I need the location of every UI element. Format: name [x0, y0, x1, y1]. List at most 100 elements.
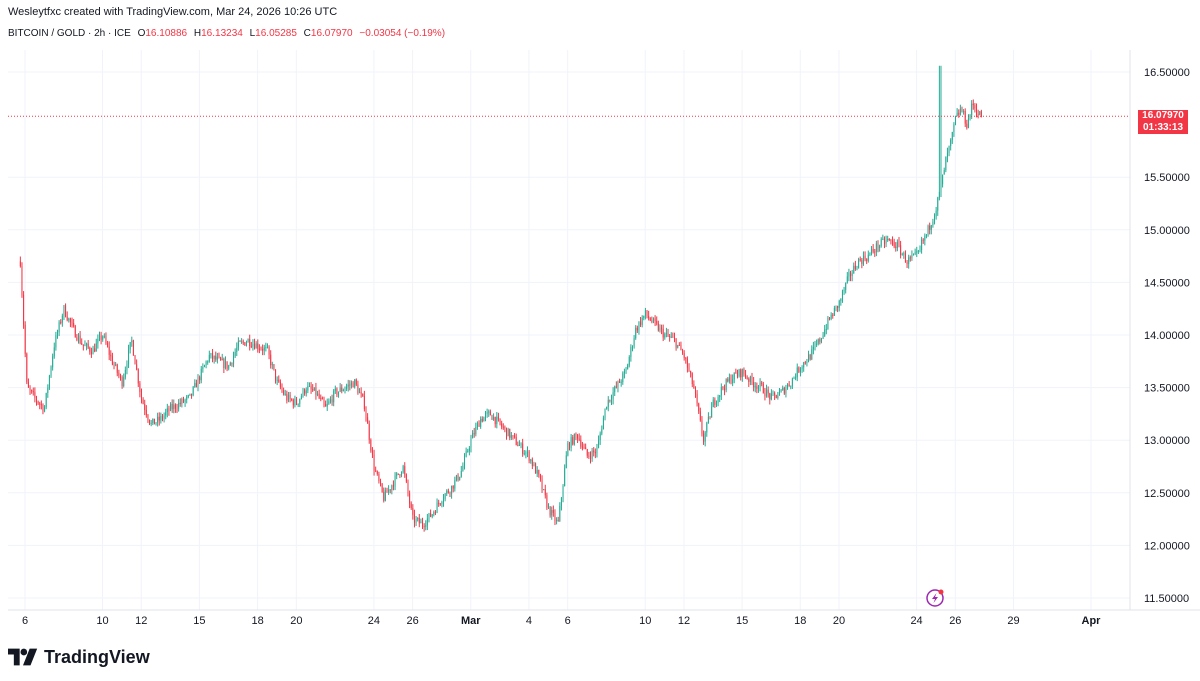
candle-body: [486, 412, 488, 414]
candle-body: [715, 402, 717, 405]
candle-body: [229, 362, 231, 366]
candle-body: [892, 240, 894, 242]
candle-body: [543, 489, 545, 491]
candle-body: [74, 326, 76, 338]
candle-body: [89, 347, 91, 352]
candle-body: [904, 253, 906, 263]
candle-body: [212, 353, 214, 359]
candle-body: [761, 382, 763, 385]
candle-body: [459, 476, 461, 480]
candle-body: [591, 450, 593, 459]
candle-body: [39, 403, 41, 405]
candle-body: [489, 411, 491, 416]
candle-body: [959, 108, 961, 115]
candle-body: [105, 336, 107, 344]
candle-body: [26, 353, 28, 383]
symbol-ohlc-line: BITCOIN / GOLD · 2h · ICE O16.10886 H16.…: [8, 28, 445, 39]
candle-body: [638, 321, 640, 331]
candle-body: [963, 111, 965, 113]
candle-body: [476, 423, 478, 428]
candle-body: [845, 282, 847, 290]
candle-body: [622, 373, 624, 382]
candle-body: [967, 118, 969, 128]
lightning-icon[interactable]: [926, 589, 944, 607]
candle-body: [157, 416, 159, 423]
candle-body: [809, 354, 811, 360]
candle-body: [874, 251, 876, 253]
candle-body: [286, 393, 288, 401]
candle-body: [139, 383, 141, 393]
candle-body: [688, 367, 690, 372]
candle-body: [816, 343, 818, 345]
candle-body: [921, 239, 923, 250]
candle-body: [368, 423, 370, 440]
close-label: C: [303, 28, 311, 39]
candle-body: [128, 349, 130, 365]
candle-body: [163, 415, 165, 419]
candle-body: [473, 432, 475, 435]
open-label: O: [137, 28, 146, 39]
symbol-name[interactable]: BITCOIN / GOLD · 2h · ICE: [8, 28, 131, 39]
candle-body: [194, 382, 196, 387]
candle-body: [657, 323, 659, 331]
candle-body: [801, 367, 803, 370]
y-tick-label: 13.00000: [1144, 435, 1190, 447]
candle-body: [95, 343, 97, 352]
author-line: Wesleytfxc created with TradingView.com,…: [8, 6, 338, 18]
candle-body: [305, 390, 307, 394]
y-tick-label: 16.50000: [1144, 67, 1190, 79]
candle-body: [145, 409, 147, 416]
candle-body: [273, 364, 275, 370]
candle-body: [971, 103, 973, 115]
candle-body: [312, 389, 314, 391]
candle-body: [798, 367, 800, 373]
candle-body: [318, 393, 320, 399]
x-tick-label: 12: [135, 615, 147, 627]
candle-body: [215, 355, 217, 360]
candle-body: [630, 347, 632, 358]
candle-body: [704, 432, 706, 442]
candle-body: [720, 387, 722, 396]
candle-body: [913, 254, 915, 256]
candle-body: [355, 379, 357, 385]
candle-body: [431, 514, 433, 517]
grid-lines: [8, 50, 1130, 610]
candle-body: [544, 489, 546, 496]
candle-body: [728, 377, 730, 382]
candle-body: [586, 449, 588, 456]
candle-body: [155, 422, 157, 425]
candle-body: [384, 490, 386, 501]
candle-body: [601, 429, 603, 434]
candle-body: [585, 447, 587, 450]
candle-body: [436, 502, 438, 513]
candle-body: [291, 399, 293, 401]
candle-body: [560, 497, 562, 507]
x-tick-label: 18: [251, 615, 263, 627]
candle-body: [118, 372, 120, 376]
candle-body: [565, 455, 567, 469]
tradingview-logo[interactable]: TradingView: [8, 646, 150, 668]
candle-body: [785, 388, 787, 394]
candle-body: [803, 362, 805, 368]
candle-body: [799, 369, 801, 373]
candle-body: [559, 506, 561, 521]
y-tick-label: 15.00000: [1144, 225, 1190, 237]
candle-body: [612, 392, 614, 400]
candle-body: [263, 347, 265, 351]
candle-body: [790, 385, 792, 387]
candle-body: [783, 387, 785, 394]
candle-body: [917, 250, 919, 252]
candle-body: [698, 403, 700, 412]
candle-body: [950, 139, 952, 147]
y-tick-label: 14.00000: [1144, 330, 1190, 342]
candle-body: [239, 341, 241, 343]
candle-body: [951, 131, 953, 140]
candle-body: [294, 399, 296, 406]
candle-body: [791, 378, 793, 386]
candle-body: [199, 377, 201, 381]
candle-body: [743, 369, 745, 375]
candle-body: [27, 382, 29, 388]
candle-body: [478, 423, 480, 427]
candle-body: [224, 361, 226, 369]
